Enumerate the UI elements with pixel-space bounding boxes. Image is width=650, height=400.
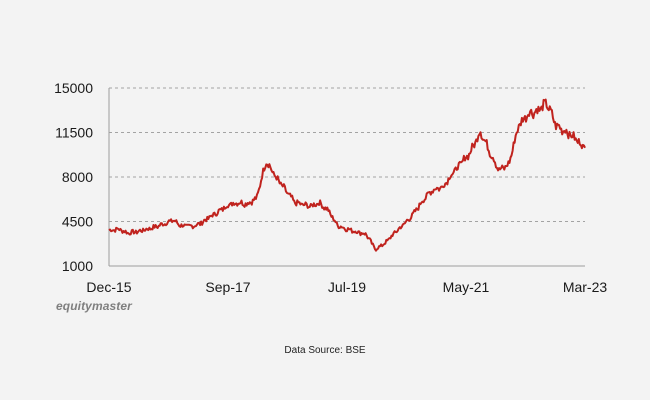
y-tick-label: 11500	[55, 125, 93, 141]
x-tick-label: Jul-19	[328, 279, 366, 295]
x-tick-label: Sep-17	[205, 279, 250, 295]
x-tick-label: Mar-23	[563, 279, 608, 295]
gridlines	[109, 87, 585, 267]
series-line-index	[108, 98, 586, 252]
y-tick-label: 1000	[62, 258, 93, 274]
data-source-caption: Data Source: BSE	[284, 345, 366, 356]
x-tick-label: Dec-15	[86, 279, 131, 295]
y-tick-label: 8000	[62, 169, 93, 185]
x-tick-label: May-21	[443, 279, 490, 295]
x-tick-labels: Dec-15 Sep-17 Jul-19 May-21 Mar-23	[86, 279, 607, 295]
y-tick-labels: 1000 4500 8000 11500 15000	[54, 80, 93, 274]
series-group	[108, 98, 586, 252]
brand-logo-text: equitymaster	[56, 299, 132, 313]
y-tick-label: 15000	[54, 80, 93, 96]
y-tick-label: 4500	[62, 214, 93, 230]
